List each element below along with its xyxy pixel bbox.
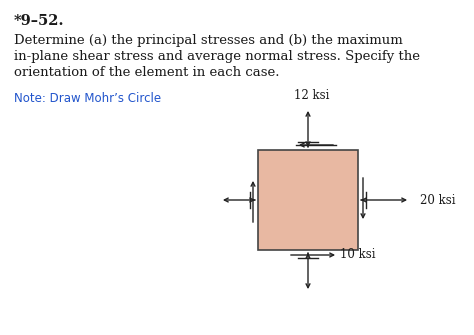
Text: orientation of the element in each case.: orientation of the element in each case. bbox=[14, 66, 280, 79]
Text: Determine (a) the principal stresses and (b) the maximum: Determine (a) the principal stresses and… bbox=[14, 34, 403, 47]
Text: *9–52.: *9–52. bbox=[14, 14, 64, 28]
Text: 12 ksi: 12 ksi bbox=[294, 89, 330, 102]
Text: in-plane shear stress and average normal stress. Specify the: in-plane shear stress and average normal… bbox=[14, 50, 420, 63]
Text: 10 ksi: 10 ksi bbox=[340, 249, 375, 262]
Bar bbox=[258, 150, 358, 250]
Text: Note: Draw Mohr’s Circle: Note: Draw Mohr’s Circle bbox=[14, 92, 161, 105]
Text: 20 ksi: 20 ksi bbox=[420, 194, 456, 206]
